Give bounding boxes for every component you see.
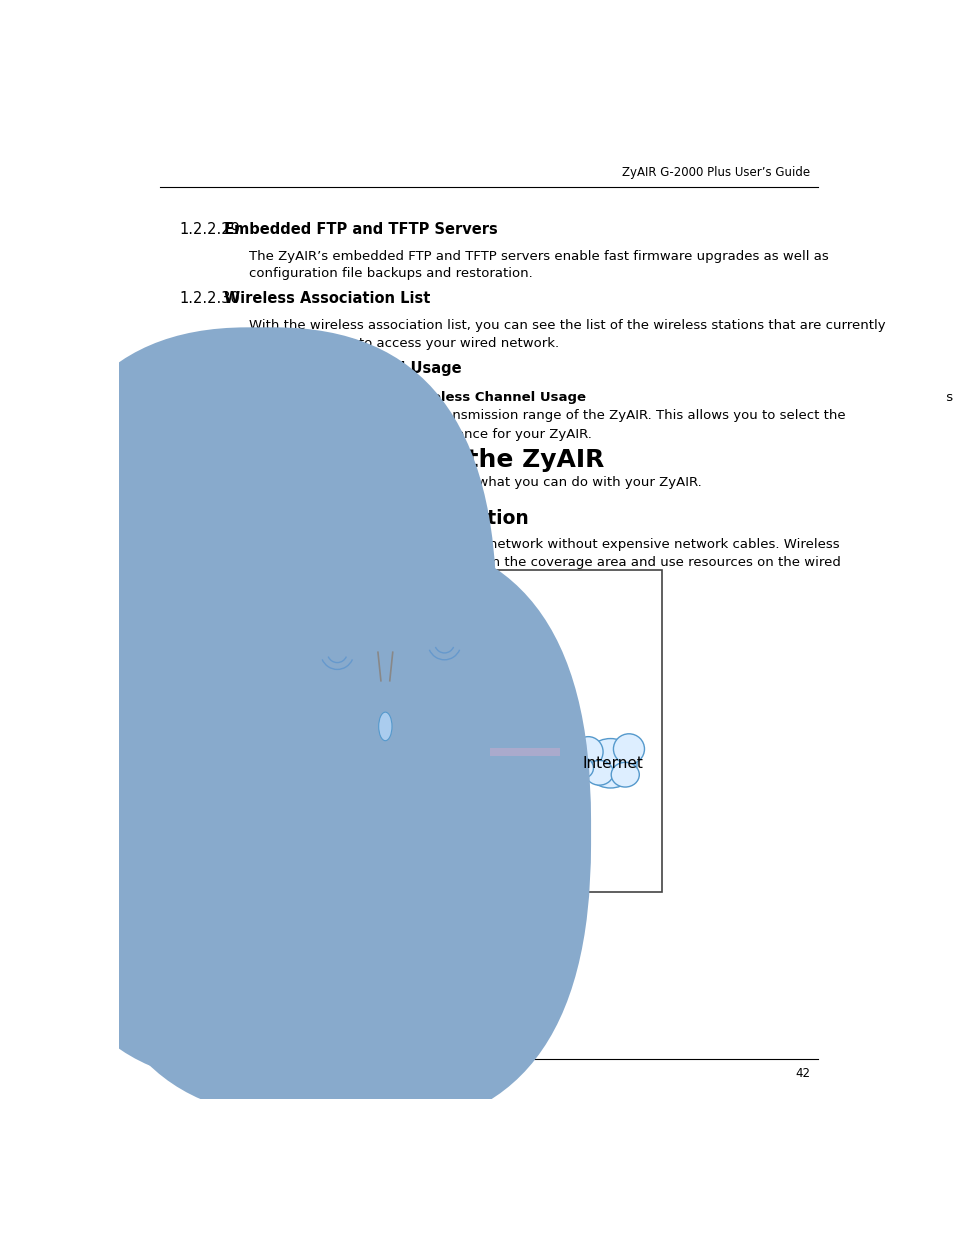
Text: ZyAIR G-2000 Plus User’s Guide: ZyAIR G-2000 Plus User’s Guide (621, 165, 810, 179)
FancyBboxPatch shape (371, 677, 399, 771)
Text: 1.3.1  Internet Access Application: 1.3.1 Internet Access Application (172, 509, 529, 527)
FancyBboxPatch shape (119, 535, 591, 1130)
FancyBboxPatch shape (316, 611, 357, 650)
FancyBboxPatch shape (243, 685, 278, 719)
Ellipse shape (573, 736, 602, 767)
Text: wireless devices within the transmission range of the ZyAIR. This allows you to : wireless devices within the transmission… (249, 409, 844, 422)
FancyBboxPatch shape (337, 815, 373, 850)
Text: Wireless Association List: Wireless Association List (224, 291, 430, 306)
FancyBboxPatch shape (243, 768, 278, 803)
FancyBboxPatch shape (243, 608, 278, 642)
Text: 1.2.2.30: 1.2.2.30 (180, 291, 240, 306)
Text: Add a wireless LAN to your existing network without expensive network cables. Wi: Add a wireless LAN to your existing netw… (249, 538, 840, 587)
Text: Wireless LAN Channel Usage: Wireless LAN Channel Usage (224, 361, 461, 377)
FancyBboxPatch shape (293, 836, 332, 847)
Text: 1.2.2.29: 1.2.2.29 (180, 222, 240, 237)
FancyBboxPatch shape (423, 601, 465, 640)
FancyBboxPatch shape (25, 488, 497, 1083)
Ellipse shape (613, 734, 644, 764)
Text: 42: 42 (795, 1067, 810, 1079)
Text: Embedded FTP and TFTP Servers: Embedded FTP and TFTP Servers (224, 222, 497, 237)
FancyBboxPatch shape (25, 327, 497, 923)
FancyBboxPatch shape (488, 746, 560, 783)
FancyBboxPatch shape (76, 522, 548, 1118)
Ellipse shape (378, 713, 392, 741)
FancyBboxPatch shape (335, 850, 374, 861)
FancyBboxPatch shape (242, 719, 280, 730)
Text: Internet: Internet (582, 756, 643, 771)
Text: screen displays whether the radio channels are used by other: screen displays whether the radio channe… (942, 390, 953, 404)
Ellipse shape (571, 757, 593, 778)
FancyBboxPatch shape (489, 748, 559, 756)
Text: Internet Access Application Example: Internet Access Application Example (275, 898, 532, 910)
Text: 1.2.2.31: 1.2.2.31 (180, 361, 240, 377)
FancyBboxPatch shape (320, 616, 354, 645)
Text: channel with minimum interference for your ZyAIR.: channel with minimum interference for yo… (249, 427, 591, 441)
FancyBboxPatch shape (242, 803, 280, 814)
Text: 1.3  Applications for the ZyAIR: 1.3 Applications for the ZyAIR (172, 448, 604, 472)
FancyBboxPatch shape (314, 647, 359, 657)
FancyBboxPatch shape (428, 606, 460, 635)
FancyBboxPatch shape (233, 571, 661, 892)
Ellipse shape (585, 761, 613, 785)
Text: The: The (249, 390, 277, 404)
Ellipse shape (302, 583, 482, 769)
FancyBboxPatch shape (25, 405, 497, 1000)
Text: Wireless Channel Usage: Wireless Channel Usage (406, 390, 585, 404)
Ellipse shape (611, 762, 639, 787)
FancyBboxPatch shape (294, 803, 330, 836)
FancyBboxPatch shape (422, 637, 466, 648)
FancyBboxPatch shape (242, 642, 280, 653)
Text: With the wireless association list, you can see the list of the wireless station: With the wireless association list, you … (249, 320, 884, 350)
Text: Figure 1: Figure 1 (233, 898, 294, 910)
Text: The ZyAIR’s embedded FTP and TFTP servers enable fast firmware upgrades as well : The ZyAIR’s embedded FTP and TFTP server… (249, 249, 827, 280)
Text: Here is an application example of what you can do with your ZyAIR.: Here is an application example of what y… (249, 477, 700, 489)
Ellipse shape (583, 739, 637, 788)
Text: Chapter 1 Getting to Know Your ZyAIR: Chapter 1 Getting to Know Your ZyAIR (161, 1067, 386, 1079)
